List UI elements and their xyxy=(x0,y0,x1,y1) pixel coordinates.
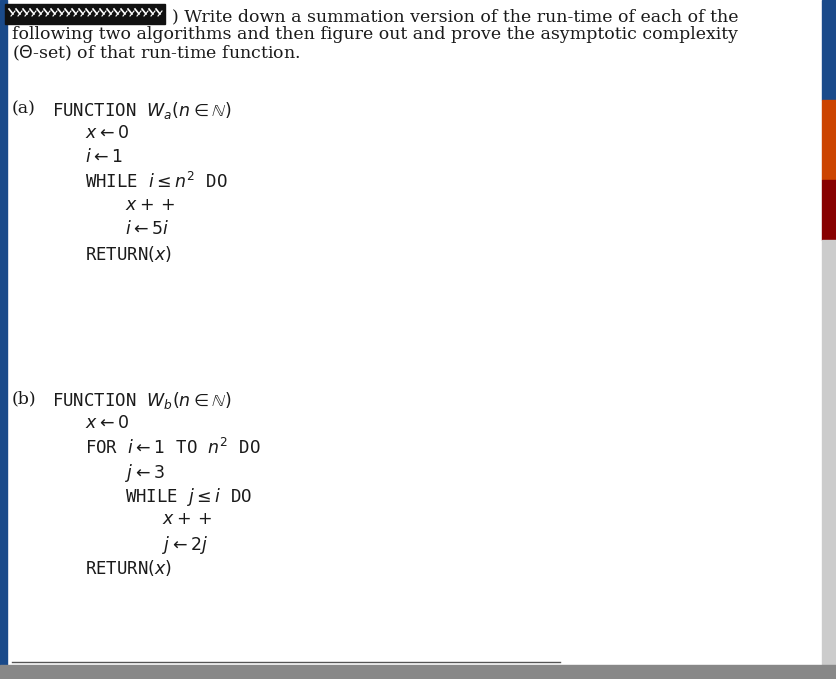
Text: (a): (a) xyxy=(12,100,36,117)
Bar xyxy=(822,240,836,679)
Text: $\mathtt{RETURN}$$(x)$: $\mathtt{RETURN}$$(x)$ xyxy=(85,244,172,264)
Text: $x \leftarrow 0$: $x \leftarrow 0$ xyxy=(85,414,129,432)
Bar xyxy=(822,180,836,240)
Bar xyxy=(822,0,836,100)
Text: ) Write down a summation version of the run-time of each of the: ) Write down a summation version of the … xyxy=(172,8,738,25)
Text: $j \leftarrow 2j$: $j \leftarrow 2j$ xyxy=(162,534,208,556)
Text: ($\Theta$-set) of that run-time function.: ($\Theta$-set) of that run-time function… xyxy=(12,44,300,63)
Text: $x \leftarrow 0$: $x \leftarrow 0$ xyxy=(85,124,129,142)
Bar xyxy=(0,665,836,679)
Text: $\mathtt{WHILE}$  $j \leq i$  $\mathtt{DO}$: $\mathtt{WHILE}$ $j \leq i$ $\mathtt{DO}… xyxy=(125,486,252,508)
Text: following two algorithms and then figure out and prove the asymptotic complexity: following two algorithms and then figure… xyxy=(12,26,738,43)
Bar xyxy=(5,4,165,24)
Bar xyxy=(0,0,7,679)
Text: $x + +$: $x + +$ xyxy=(162,510,212,528)
Text: $\mathtt{RETURN}$$(x)$: $\mathtt{RETURN}$$(x)$ xyxy=(85,558,172,578)
Bar xyxy=(822,100,836,180)
Text: $\mathtt{FUNCTION}$  $W_b(n \in \mathbb{N})$: $\mathtt{FUNCTION}$ $W_b(n \in \mathbb{N… xyxy=(52,390,232,411)
Text: $j \leftarrow 3$: $j \leftarrow 3$ xyxy=(125,462,165,484)
Text: (b): (b) xyxy=(12,390,37,407)
Text: $\mathtt{WHILE}$  $i \leq n^2$  $\mathtt{DO}$: $\mathtt{WHILE}$ $i \leq n^2$ $\mathtt{D… xyxy=(85,172,227,192)
Text: $i \leftarrow 1$: $i \leftarrow 1$ xyxy=(85,148,123,166)
Text: $i \leftarrow 5i$: $i \leftarrow 5i$ xyxy=(125,220,169,238)
Text: $\mathtt{FUNCTION}$  $W_a(n \in \mathbb{N})$: $\mathtt{FUNCTION}$ $W_a(n \in \mathbb{N… xyxy=(52,100,232,121)
Text: $x + +$: $x + +$ xyxy=(125,196,176,214)
Text: $\mathtt{FOR}$  $i \leftarrow 1$  $\mathtt{TO}$  $n^2$  $\mathtt{DO}$: $\mathtt{FOR}$ $i \leftarrow 1$ $\mathtt… xyxy=(85,438,261,458)
